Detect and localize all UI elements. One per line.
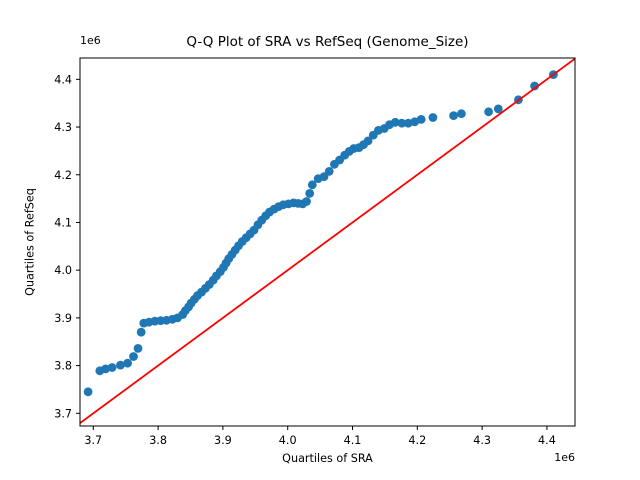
scatter-point <box>107 363 117 372</box>
scatter-point <box>390 117 400 127</box>
x-tick-label: 4.4 <box>538 434 556 447</box>
x-tick-label: 4.0 <box>279 434 297 447</box>
scatter-point <box>449 111 458 120</box>
scatter-point <box>305 189 315 198</box>
scatter-point <box>136 327 146 337</box>
y-tick-label: 3.9 <box>54 312 72 325</box>
scatter-point <box>123 358 132 368</box>
y-tick-label: 3.7 <box>54 407 72 420</box>
scatter-point <box>363 136 373 146</box>
scatter-point <box>493 104 503 114</box>
scatter-point <box>428 113 438 122</box>
y-tick-label: 4.0 <box>54 264 72 277</box>
y-tick-label: 4.3 <box>54 121 72 134</box>
identity-line <box>80 58 575 425</box>
scatter-point <box>484 107 493 117</box>
x-tick-label: 4.3 <box>473 434 491 447</box>
x-tick-label: 3.9 <box>214 434 232 447</box>
x-tick-label: 4.2 <box>408 434 426 447</box>
scatter-point <box>116 360 125 370</box>
axes-box <box>79 57 576 427</box>
scatter-point <box>302 197 311 206</box>
scatter-point <box>530 81 539 91</box>
scatter-point <box>397 118 407 128</box>
x-tick-label: 3.8 <box>149 434 167 447</box>
y-tick-label: 3.8 <box>54 360 72 373</box>
scatter-point <box>83 387 93 397</box>
y-axis-label: Quartiles of RefSeq <box>23 188 37 296</box>
scatter-point <box>416 115 426 124</box>
scatter-point <box>307 180 317 190</box>
y-tick-label: 4.1 <box>54 216 72 229</box>
scatter-series <box>83 70 558 397</box>
scatter-point <box>324 167 334 176</box>
y-tick-label: 4.4 <box>54 73 72 86</box>
scatter-point <box>133 344 143 353</box>
scatter-point <box>129 352 138 361</box>
x-tick-label: 4.1 <box>344 434 362 447</box>
y-axis-offset-text: 1e6 <box>80 34 101 47</box>
x-tick-label: 3.7 <box>84 434 102 447</box>
chart-title: Q-Q Plot of SRA vs RefSeq (Genome_Size) <box>186 34 469 50</box>
y-tick-label: 4.2 <box>54 169 72 182</box>
scatter-point <box>457 109 466 119</box>
x-axis-offset-text: 1e6 <box>554 451 575 464</box>
x-axis-label: Quartiles of SRA <box>282 452 373 465</box>
